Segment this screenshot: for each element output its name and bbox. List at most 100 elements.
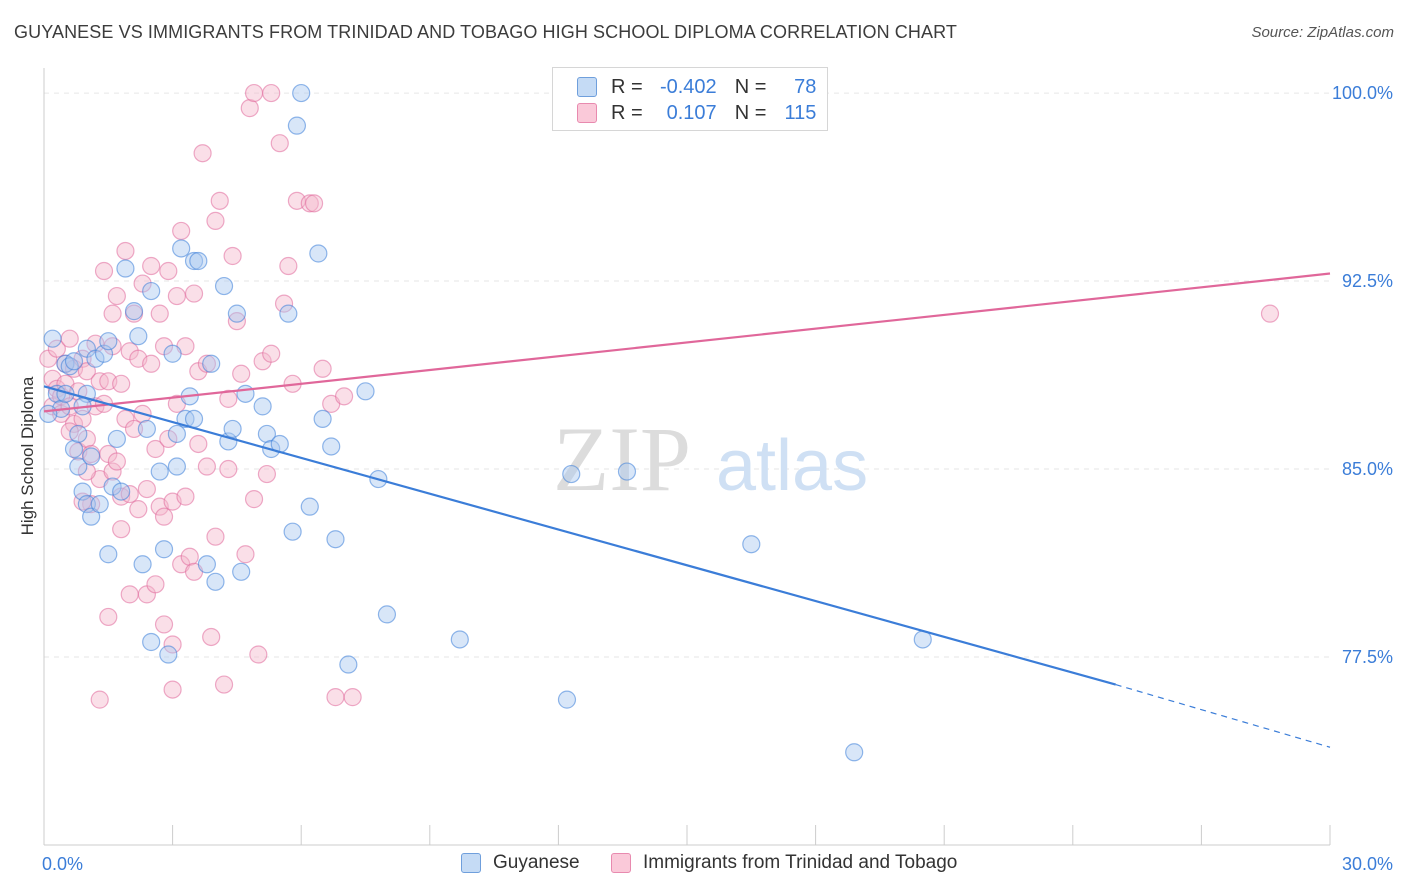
- n-label: N =: [734, 75, 767, 98]
- trinidad-point: [112, 374, 131, 393]
- guyanese-point: [617, 462, 637, 481]
- guyanese-point: [202, 354, 221, 373]
- guyanese-point: [90, 495, 109, 514]
- guyanese-point: [86, 349, 105, 368]
- guyanese-point: [845, 743, 864, 762]
- trinidad-point: [124, 419, 144, 439]
- series-legend: Guyanese Immigrants from Trinidad and To…: [0, 852, 1406, 880]
- x-tick-label-min: 0.0%: [42, 854, 83, 874]
- watermark-zip: ZIP: [553, 408, 691, 510]
- guyanese-trend-extension: [1115, 684, 1331, 748]
- y-tick-label: 100.0%: [1332, 83, 1393, 103]
- trinidad-swatch: [577, 103, 597, 123]
- legend-item-guyanese[interactable]: Guyanese: [461, 852, 580, 874]
- guyanese-point: [313, 409, 332, 429]
- series-trinidad-points: [39, 83, 1280, 709]
- trinidad-point: [107, 286, 126, 306]
- trinidad-point: [116, 241, 135, 261]
- guyanese-point: [206, 572, 225, 591]
- trinidad-point: [103, 462, 122, 481]
- y-axis-label: High School Diploma: [18, 376, 37, 535]
- guyanese-point: [742, 535, 761, 554]
- guyanese-point: [562, 464, 581, 484]
- guyanese-point: [283, 522, 302, 541]
- guyanese-point: [69, 424, 88, 444]
- guyanese-point: [450, 630, 469, 649]
- trinidad-point: [334, 387, 354, 406]
- stats-row-trinidad: R = 0.107 N = 115: [577, 100, 816, 126]
- y-tick-label: 77.5%: [1342, 647, 1393, 667]
- guyanese-point: [82, 507, 101, 526]
- guyanese-point: [257, 424, 277, 444]
- guyanese-point: [112, 482, 131, 501]
- trinidad-point: [206, 211, 225, 230]
- guyanese-point: [124, 302, 144, 321]
- trinidad-point: [180, 547, 199, 566]
- trinidad-point: [142, 256, 161, 276]
- trinidad-point: [60, 329, 79, 348]
- guyanese-swatch: [461, 853, 481, 873]
- guyanese-point: [214, 276, 234, 296]
- trinidad-point: [270, 134, 289, 153]
- guyanese-point: [292, 83, 311, 103]
- trinidad-point: [90, 690, 109, 709]
- guyanese-point: [150, 462, 169, 481]
- trinidad-point: [274, 294, 294, 313]
- trinidad-point: [103, 304, 122, 323]
- trinidad-trend-line: [43, 272, 1331, 413]
- guyanese-point: [64, 439, 84, 459]
- trinidad-point: [244, 83, 264, 103]
- guyanese-point: [326, 530, 345, 549]
- trinidad-point: [227, 312, 246, 331]
- watermark: ZIP atlas: [553, 408, 868, 510]
- guyanese-point: [103, 477, 122, 496]
- trinidad-point: [107, 452, 126, 471]
- trinidad-point: [77, 429, 96, 449]
- legend-label-guyanese: Guyanese: [493, 852, 580, 873]
- trinidad-point: [279, 256, 298, 276]
- n-value: 115: [784, 101, 817, 124]
- trinidad-point: [232, 364, 251, 383]
- trinidad-point: [163, 680, 182, 699]
- guyanese-point: [172, 239, 191, 258]
- guyanese-point: [69, 457, 88, 476]
- trinidad-point: [214, 675, 234, 694]
- trinidad-point: [257, 464, 277, 484]
- y-tick-label: 92.5%: [1342, 271, 1393, 291]
- trinidad-point: [137, 479, 156, 499]
- trinidad-point: [159, 429, 178, 449]
- guyanese-point: [322, 437, 341, 456]
- trinidad-point: [313, 359, 332, 378]
- legend-label-trinidad: Immigrants from Trinidad and Tobago: [643, 852, 958, 873]
- trinidad-point: [223, 246, 242, 266]
- trinidad-point: [326, 688, 345, 707]
- guyanese-point: [107, 429, 126, 449]
- trinidad-point: [193, 144, 212, 163]
- guyanese-point: [300, 497, 319, 516]
- guyanese-point: [142, 632, 161, 652]
- trinidad-point: [300, 194, 319, 213]
- guyanese-point: [99, 332, 118, 351]
- trinidad-point: [184, 284, 204, 303]
- guyanese-point: [39, 404, 58, 423]
- guyanese-point: [154, 540, 174, 559]
- trinidad-point: [219, 389, 238, 408]
- stats-row-guyanese: R = -0.402 N = 78: [577, 74, 816, 100]
- guyanese-point: [287, 116, 307, 135]
- r-value: -0.402: [659, 75, 717, 98]
- legend-item-trinidad[interactable]: Immigrants from Trinidad and Tobago: [611, 852, 957, 874]
- trinidad-point: [154, 615, 174, 634]
- trinidad-point: [202, 627, 221, 647]
- r-label: R =: [611, 75, 643, 98]
- watermark-atlas: atlas: [716, 426, 868, 506]
- guyanese-point: [133, 555, 152, 574]
- guyanese-swatch: [577, 77, 597, 97]
- trinidad-point: [129, 500, 148, 519]
- guyanese-point: [197, 555, 216, 574]
- guyanese-point: [279, 304, 298, 323]
- trinidad-point: [47, 339, 66, 358]
- chart-title: GUYANESE VS IMMIGRANTS FROM TRINIDAD AND…: [14, 22, 957, 42]
- n-label: N =: [734, 101, 767, 124]
- trinidad-point: [142, 354, 161, 373]
- trinidad-point: [167, 286, 186, 306]
